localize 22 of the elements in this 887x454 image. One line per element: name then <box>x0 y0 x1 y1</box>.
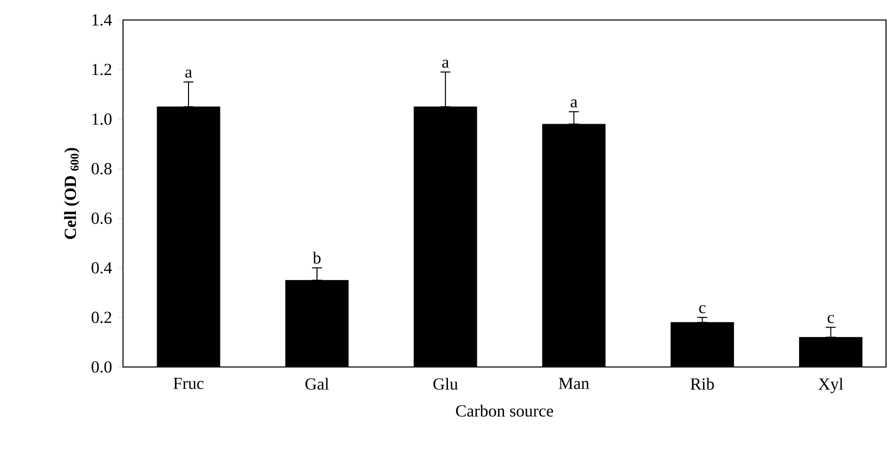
x-tick-label: Gal <box>305 378 329 390</box>
y-tick-label: 1.4 <box>92 14 112 26</box>
x-tick-label: Man <box>558 378 590 390</box>
x-tick-label: Xyl <box>818 378 844 394</box>
text: Cell (OD $_{600}$) <box>64 148 80 239</box>
x-tick-label: Glu <box>433 378 458 390</box>
y-tick-label: 0.6 <box>92 212 112 224</box>
y-tick-label: 1.2 <box>92 64 112 76</box>
annotation: b <box>312 252 321 264</box>
annotation: a <box>442 60 449 68</box>
y-tick-label: 0.2 <box>92 312 112 324</box>
y-tick-label: 1.0 <box>92 113 112 125</box>
x-axis-title: Carbon source <box>456 404 554 417</box>
annotation: c <box>828 314 834 324</box>
annotation: c <box>699 305 706 314</box>
x-tick-label: Rib <box>690 378 714 390</box>
x-tick-label: Fruc <box>173 378 204 390</box>
y-tick-label: 0.0 <box>92 361 112 373</box>
y-tick-label: 0.4 <box>92 262 112 274</box>
annotation: a <box>570 99 578 108</box>
annotation: a <box>185 70 192 78</box>
y-tick-label: 0.8 <box>92 162 112 174</box>
